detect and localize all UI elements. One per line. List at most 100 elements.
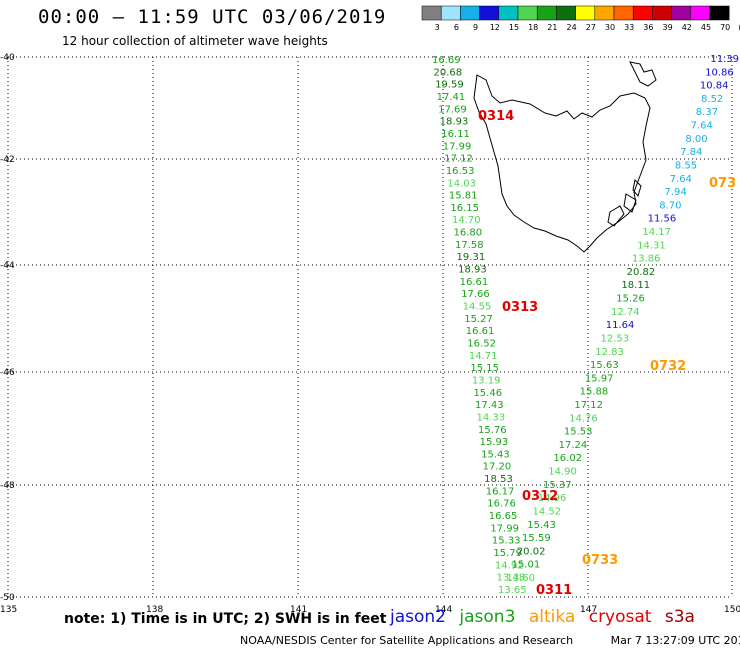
tasmania-coastline bbox=[473, 61, 657, 253]
jason3-swh-value: 14.92 bbox=[495, 560, 524, 571]
latitude-label: -48 bbox=[0, 481, 15, 491]
jason2-swh-value: 15.63 bbox=[590, 360, 619, 371]
jason3-swh-value: 13.48 bbox=[496, 573, 525, 584]
latitude-label: -40 bbox=[0, 53, 15, 63]
jason3-swh-value: 16.52 bbox=[467, 338, 496, 349]
longitude-label: 147 bbox=[580, 605, 597, 615]
longitude-label: 141 bbox=[290, 605, 307, 615]
jason3-swh-value: 17.69 bbox=[438, 104, 467, 115]
legend-swatch bbox=[498, 5, 519, 21]
legend-swatch bbox=[709, 5, 730, 21]
jason3-swh-value: 17.99 bbox=[443, 141, 472, 152]
jason3-swh-value: 15.27 bbox=[464, 314, 493, 325]
jason3-swh-value: 16.53 bbox=[446, 166, 475, 177]
jason2-swh-value: 7.94 bbox=[664, 187, 686, 198]
jason2-swh-value: 15.26 bbox=[616, 294, 645, 305]
jason3-swh-value: 20.68 bbox=[434, 67, 463, 78]
longitude-label: 138 bbox=[146, 605, 163, 615]
pass-label-cryosat: 0312 bbox=[522, 489, 558, 504]
jason2-swh-value: 17.24 bbox=[559, 440, 588, 451]
latitude-label: -50 bbox=[0, 593, 15, 603]
bruny-island bbox=[607, 205, 625, 227]
jason2-swh-value: 8.55 bbox=[675, 160, 697, 171]
legend-tick-label: 27 bbox=[586, 23, 596, 32]
legend-swatch bbox=[517, 5, 538, 21]
legend-tick-label: 39 bbox=[663, 23, 673, 32]
jason3-swh-value: 15.76 bbox=[478, 425, 507, 436]
legend-swatch bbox=[460, 5, 480, 21]
jason3-swh-value: 19.31 bbox=[457, 252, 486, 263]
pass-label-cryosat: 0313 bbox=[502, 300, 538, 315]
jason2-swh-value: 14.52 bbox=[533, 506, 562, 517]
jason2-swh-value: 8.70 bbox=[659, 200, 681, 211]
jason3-swh-value: 17.41 bbox=[437, 92, 466, 103]
legend-tick-label: 9 bbox=[473, 23, 478, 32]
jason3-swh-value: 14.71 bbox=[469, 351, 498, 362]
legend-tick-label: 3 bbox=[435, 23, 440, 32]
jason3-swh-value: 18.53 bbox=[484, 474, 513, 485]
legend-swatch bbox=[556, 5, 576, 21]
mission-legend: jason2 jason3 altika cryosat s3a bbox=[390, 607, 703, 627]
jason3-swh-value: 13.19 bbox=[472, 375, 501, 386]
pass-label-altika: 073 bbox=[709, 176, 736, 191]
jason3-swh-value: 17.66 bbox=[461, 289, 490, 300]
jason3-swh-value: 15.93 bbox=[480, 437, 509, 448]
mission-jason2: jason2 bbox=[390, 607, 446, 627]
tasmania-outline bbox=[473, 74, 651, 253]
jason3-swh-value: 16.11 bbox=[441, 129, 470, 140]
map-title: 00:00 – 11:59 UTC 03/06/2019 bbox=[38, 6, 387, 28]
jason3-swh-value: 17.12 bbox=[444, 154, 473, 165]
legend-tick-label: 15 bbox=[509, 23, 519, 32]
jason2-swh-value: 14.31 bbox=[637, 240, 666, 251]
jason3-swh-value: 15.43 bbox=[481, 449, 510, 460]
jason2-swh-value: 15.43 bbox=[527, 520, 556, 531]
jason2-swh-value: 15.88 bbox=[580, 387, 609, 398]
tasman-peninsula bbox=[623, 193, 637, 213]
jason2-swh-value: 10.86 bbox=[705, 67, 734, 78]
legend-swatch bbox=[652, 5, 672, 21]
maria-island bbox=[632, 178, 642, 198]
jason3-swh-value: 15.33 bbox=[492, 536, 521, 547]
jason3-swh-value: 15.46 bbox=[473, 388, 502, 399]
mission-jason3: jason3 bbox=[459, 607, 516, 627]
jason2-swh-value: 8.52 bbox=[701, 94, 723, 105]
jason2-swh-value: 7.64 bbox=[691, 121, 713, 132]
jason3-swh-value: 17.20 bbox=[483, 462, 512, 473]
furneaux-islands bbox=[629, 61, 657, 87]
legend-tick-label: 24 bbox=[567, 23, 577, 32]
jason3-swh-value: 13.65 bbox=[498, 585, 527, 596]
jason3-swh-value: 14.33 bbox=[477, 412, 506, 423]
legend-tick-label: 42 bbox=[682, 23, 692, 32]
jason3-swh-value: 14.70 bbox=[452, 215, 481, 226]
mission-cryosat: cryosat bbox=[588, 607, 652, 627]
jason3-swh-value: 15.81 bbox=[449, 191, 478, 202]
legend-swatch bbox=[671, 5, 692, 21]
mission-altika: altika bbox=[528, 607, 576, 627]
jason2-swh-value: 7.84 bbox=[680, 147, 702, 158]
longitude-label: 135 bbox=[0, 605, 17, 615]
map-subtitle: 12 hour collection of altimeter wave hei… bbox=[62, 34, 328, 48]
jason2-swh-value: 15.37 bbox=[543, 480, 572, 491]
jason3-swh-value: 16.61 bbox=[466, 326, 495, 337]
jason2-swh-value: 8.37 bbox=[696, 107, 718, 118]
longitude-label: 150 bbox=[724, 605, 740, 615]
pass-label-cryosat: 0314 bbox=[478, 109, 514, 124]
jason2-swh-value: 10.84 bbox=[700, 81, 729, 92]
jason2-swh-value: 11.39 bbox=[710, 54, 739, 65]
credit-org: NOAA/NESDIS Center for Satellite Applica… bbox=[240, 634, 574, 647]
legend-swatch bbox=[632, 5, 653, 21]
jason2-swh-value: 15.59 bbox=[522, 533, 551, 544]
longitude-labels: 135 138 141 144 147 150 bbox=[0, 605, 740, 615]
jason3-swh-value: 18.93 bbox=[440, 117, 469, 128]
legend-swatch bbox=[690, 5, 711, 21]
jason2-swh-value: 7.64 bbox=[670, 174, 692, 185]
jason2-swh-value: 15.97 bbox=[585, 373, 614, 384]
jason2-swh-value: 17.12 bbox=[574, 400, 603, 411]
longitude-label: 144 bbox=[435, 605, 452, 615]
jason2-swh-value: 14.17 bbox=[642, 227, 671, 238]
jason3-swh-value: 16.65 bbox=[489, 511, 518, 522]
jason2-swh-value: 18.11 bbox=[621, 280, 650, 291]
jason2-swh-value: 12.74 bbox=[611, 307, 640, 318]
